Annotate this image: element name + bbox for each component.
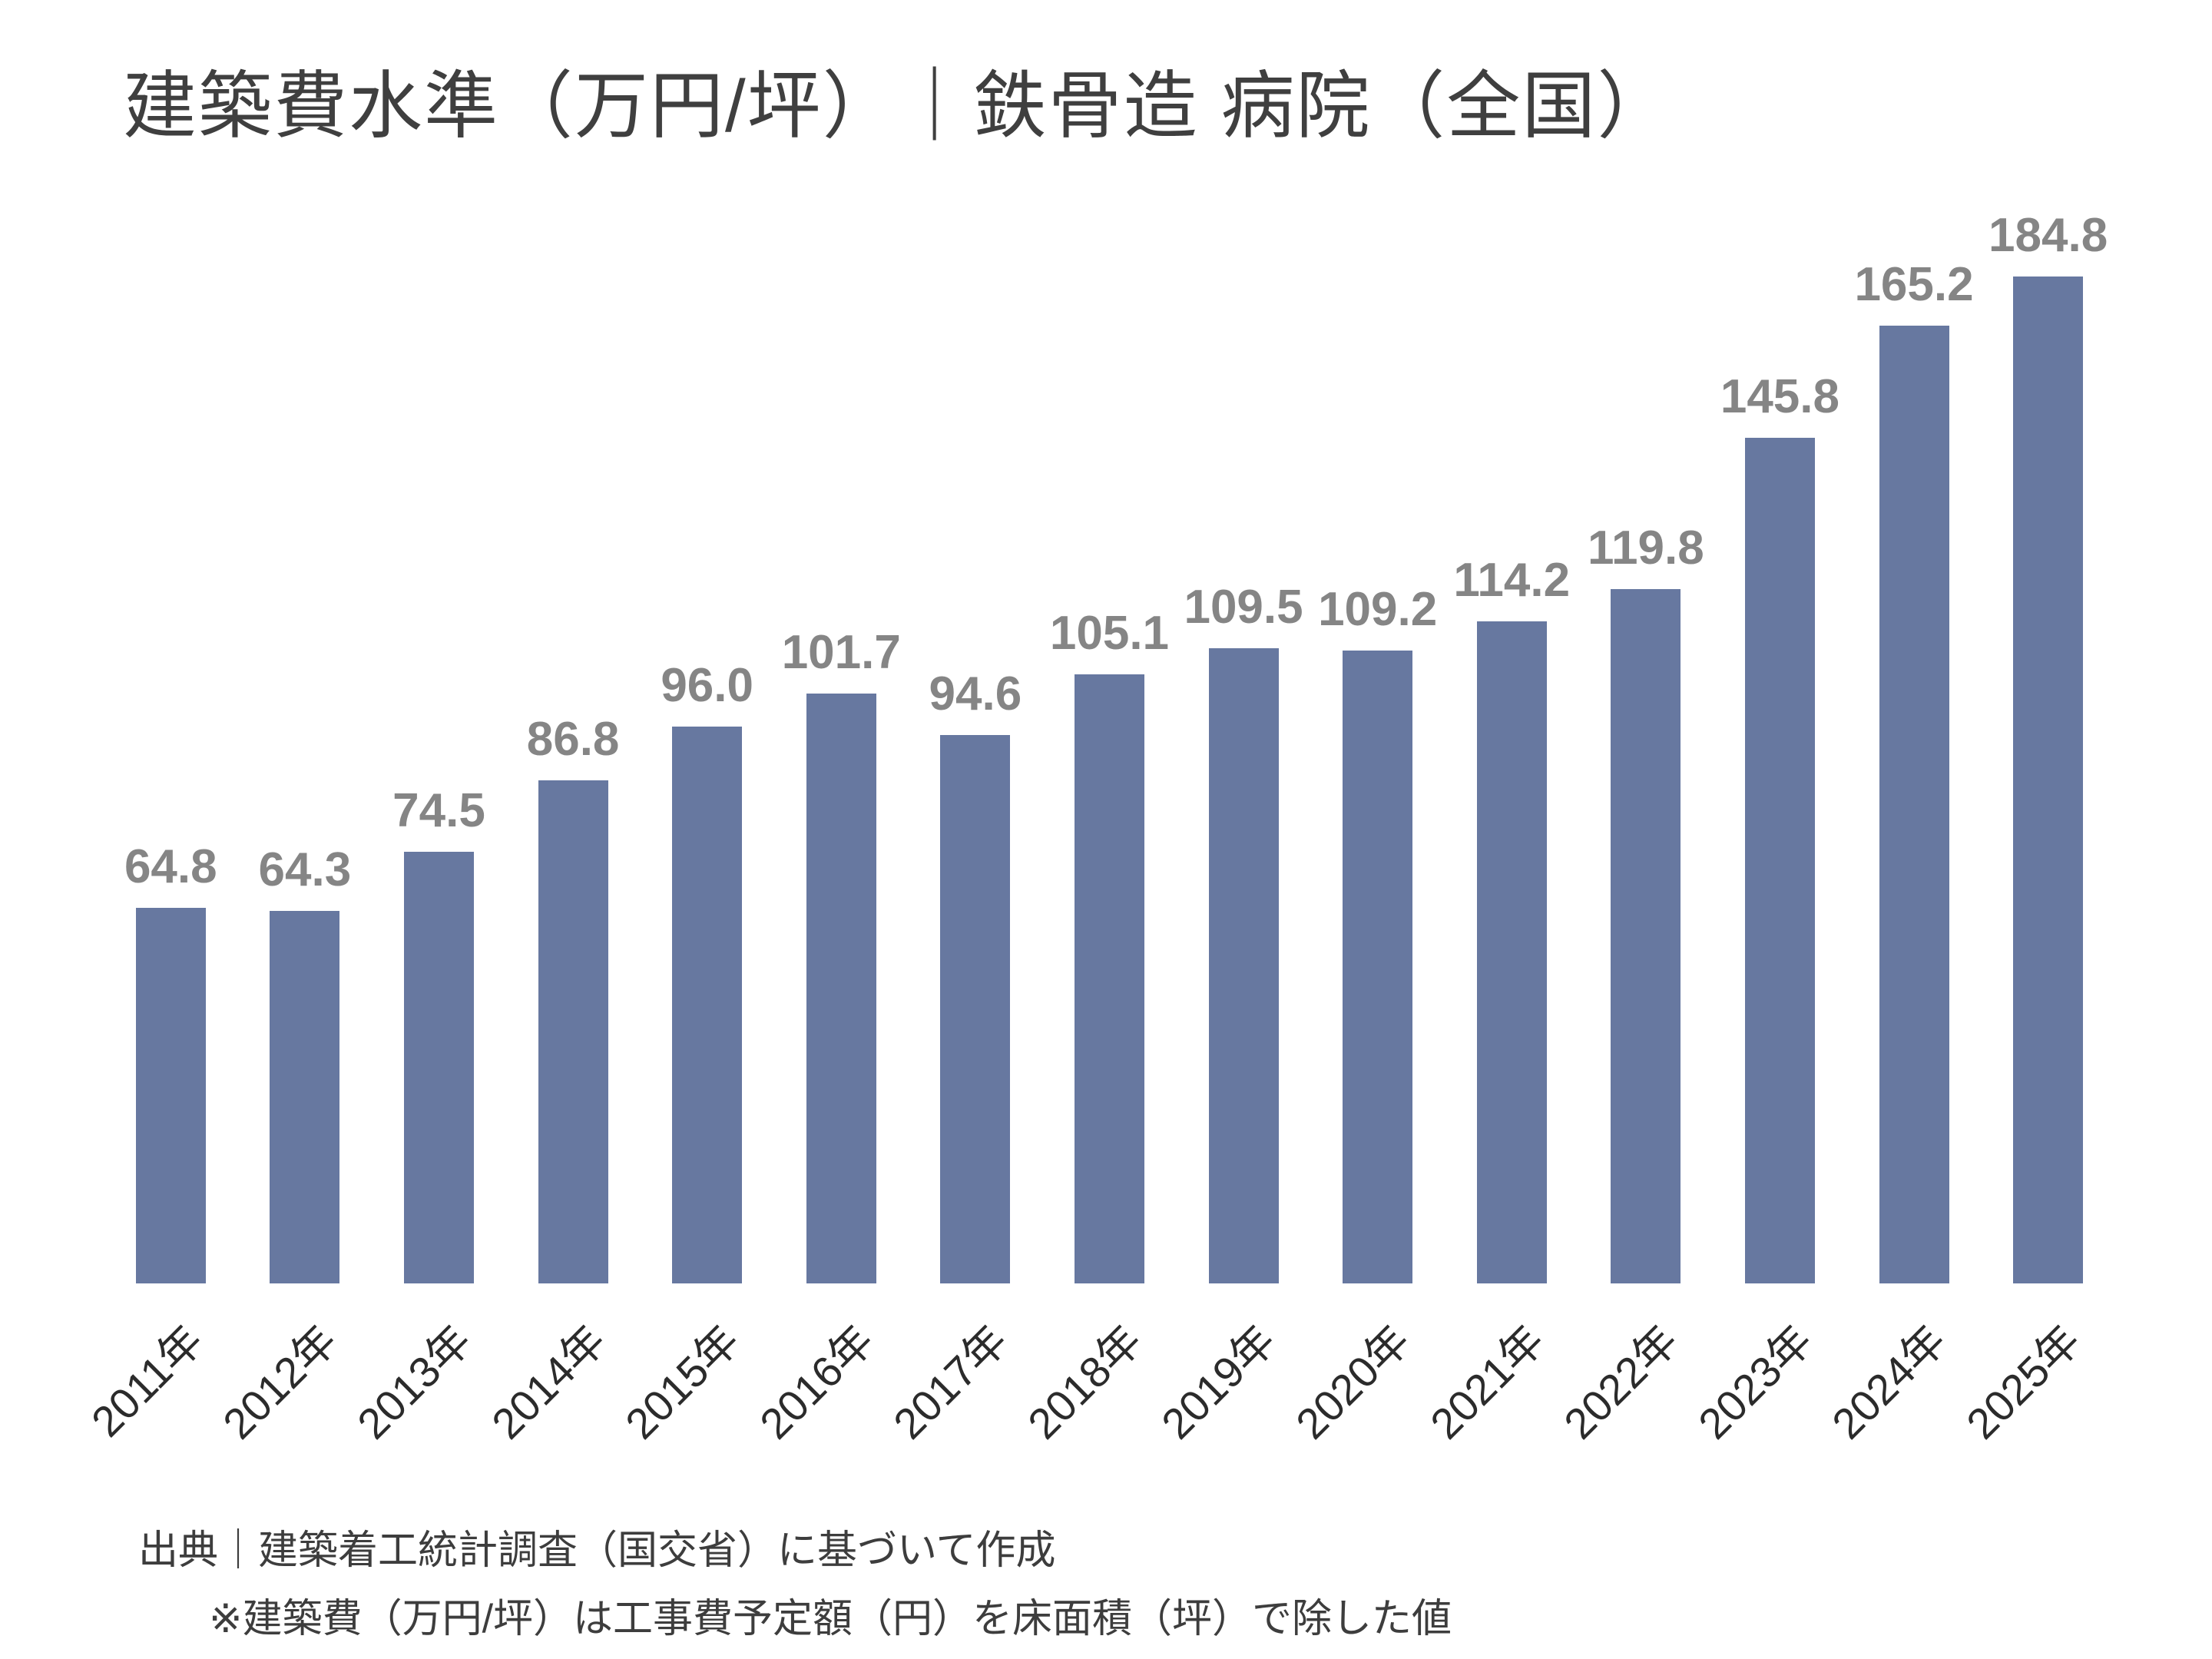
footer-notes: 出典｜建築着工統計調査（国交省）に基づいて作成 ※建築費（万円/坪）は工事費予定…: [138, 1517, 1452, 1654]
x-axis-label: 2020年: [1286, 1316, 1419, 1449]
bar-slot: 74.5 2013年: [348, 212, 506, 1448]
bar: [270, 910, 340, 1283]
bar-slot: 64.3 2012年: [214, 212, 373, 1448]
value-label: 94.6: [929, 667, 1022, 720]
bar: [403, 851, 474, 1283]
bar-slot: 114.2 2021年: [1421, 212, 1579, 1448]
bar: [135, 907, 206, 1283]
bar-slot: 101.7 2016年: [750, 212, 909, 1449]
bar-slot: 64.8 2011年: [82, 212, 238, 1445]
source-note: 出典｜建築着工統計調査（国交省）に基づいて作成: [138, 1528, 1056, 1573]
x-axis-label: 2018年: [1018, 1316, 1151, 1449]
x-axis-label: 2024年: [1823, 1316, 1955, 1449]
bar-slot: 86.8 2014年: [482, 212, 641, 1448]
value-label: 64.3: [258, 843, 352, 896]
bar: [1476, 621, 1547, 1283]
value-label: 145.8: [1720, 370, 1839, 424]
definition-note: ※建築費（万円/坪）は工事費予定額（円）を床面積（坪）で除した値: [209, 1597, 1452, 1642]
bar-slot: 94.6 2017年: [884, 212, 1043, 1448]
value-label: 109.2: [1318, 582, 1438, 636]
bar-slot: 184.8 2025年: [1957, 209, 2115, 1449]
bar-slot: 119.8 2022年: [1555, 212, 1714, 1448]
bar-slot: 96.0 2015年: [616, 212, 774, 1449]
bar: [1744, 438, 1815, 1283]
x-axis-label: 2013年: [347, 1316, 481, 1449]
value-label: 96.0: [661, 659, 753, 713]
bar: [1343, 650, 1413, 1283]
value-label: 86.8: [526, 712, 620, 766]
value-label: 165.2: [1854, 257, 1974, 311]
x-axis-label: 2011年: [81, 1316, 213, 1446]
value-label: 109.5: [1184, 581, 1303, 634]
bar: [1074, 674, 1144, 1283]
value-label: 105.1: [1049, 606, 1170, 660]
value-label: 101.7: [781, 626, 901, 680]
x-axis-label: 2012年: [214, 1316, 346, 1449]
value-label: 114.2: [1453, 553, 1571, 607]
bar-slot: 165.2 2024年: [1823, 212, 1982, 1448]
bar: [538, 780, 608, 1283]
bar: [1879, 325, 1949, 1283]
value-label: 64.8: [124, 839, 217, 893]
bar: [1611, 588, 1681, 1283]
x-axis-label: 2019年: [1152, 1316, 1285, 1449]
bar-slot: 109.5 2019年: [1153, 212, 1311, 1448]
x-axis-label: 2016年: [750, 1316, 882, 1449]
x-axis-label: 2023年: [1688, 1316, 1822, 1449]
bar-slot: 105.1 2018年: [1018, 212, 1177, 1448]
chart-title: 建築費水準（万円/坪）｜鉄骨造 病院（全国）: [123, 65, 1673, 147]
x-axis-label: 2025年: [1957, 1316, 2090, 1449]
x-axis-label: 2021年: [1420, 1316, 1553, 1449]
value-label: 184.8: [1988, 209, 2108, 262]
bar-slot: 109.2 2020年: [1286, 212, 1445, 1448]
x-axis-label: 2014年: [482, 1316, 614, 1449]
value-label: 74.5: [392, 783, 485, 837]
bar: [1208, 648, 1279, 1283]
value-label: 119.8: [1587, 521, 1704, 575]
x-axis-label: 2015年: [616, 1316, 749, 1449]
bar-chart-plot: 64.8 2011年 64.3 2012年 74.5 2013年 86.8 2014年 96.0…: [82, 209, 2115, 1449]
bar: [806, 694, 876, 1283]
x-axis-label: 2017年: [884, 1316, 1017, 1449]
bar: [940, 734, 1011, 1283]
bar-slot: 145.8 2023年: [1689, 212, 1847, 1449]
x-axis-label: 2022年: [1555, 1316, 1687, 1449]
bar: [2013, 276, 2084, 1283]
bar: [672, 727, 743, 1283]
